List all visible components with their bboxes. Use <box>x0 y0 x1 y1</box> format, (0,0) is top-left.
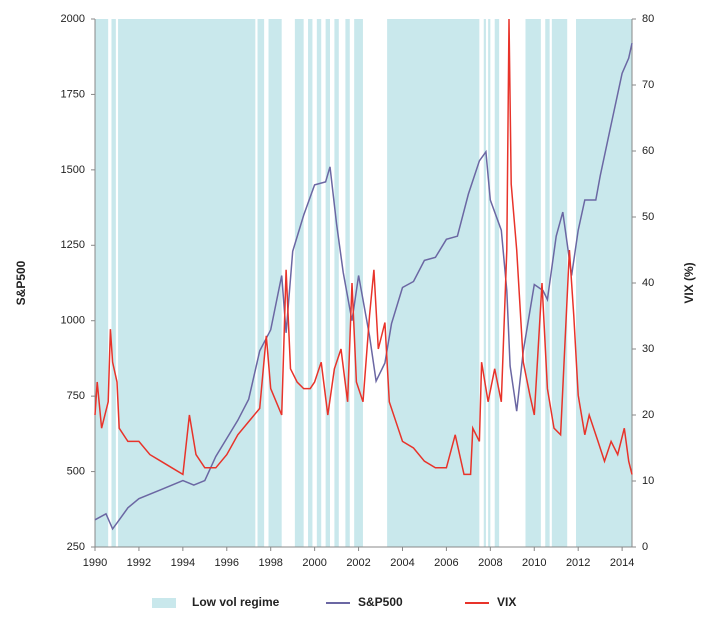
y2-tick-label: 60 <box>642 145 654 157</box>
series-line <box>94 42 633 531</box>
y2-tick-label: 20 <box>642 409 654 421</box>
x-tick-label: 1992 <box>127 557 151 569</box>
x-tick-label: 2000 <box>302 557 326 569</box>
x-tick-label: 1998 <box>258 557 282 569</box>
y-axis-title: S&P500 <box>14 260 28 305</box>
y-tick-label: 1750 <box>61 88 85 100</box>
y2-tick-label: 40 <box>642 277 654 289</box>
low-vol-region <box>118 19 256 547</box>
x-tick-label: 2006 <box>434 557 458 569</box>
x-tick-label: 2008 <box>478 557 502 569</box>
low-vol-region <box>325 19 331 547</box>
low-vol-region <box>575 19 632 547</box>
low-vol-region <box>95 19 109 547</box>
x-tick-label: 2004 <box>390 557 414 569</box>
low-vol-region <box>525 19 541 547</box>
x-tick-label: 2012 <box>566 557 590 569</box>
low-vol-region <box>111 19 116 547</box>
y-tick-label: 250 <box>67 541 85 553</box>
y2-tick-label: 50 <box>642 211 654 223</box>
y2-tick-label: 0 <box>642 541 648 553</box>
y2-tick-label: 30 <box>642 343 654 355</box>
x-tick-label: 2002 <box>346 557 370 569</box>
legend-label: VIX <box>497 595 516 609</box>
y2-tick-label: 70 <box>642 79 654 91</box>
x-tick-label: 1990 <box>83 557 107 569</box>
series-line <box>94 18 633 476</box>
low-vol-region <box>316 19 322 547</box>
y-tick-label: 1250 <box>61 239 85 251</box>
legend-swatch <box>152 598 176 608</box>
low-vol-region <box>545 19 550 547</box>
low-vol-region <box>268 19 282 547</box>
low-vol-region <box>334 19 339 547</box>
y-tick-label: 2000 <box>61 13 85 25</box>
y2-axis-title: VIX (%) <box>682 262 696 303</box>
low-vol-region <box>257 19 265 547</box>
low-vol-region <box>308 19 313 547</box>
x-tick-label: 2014 <box>610 557 634 569</box>
y2-tick-label: 10 <box>642 475 654 487</box>
y-tick-label: 1500 <box>61 164 85 176</box>
y-tick-label: 500 <box>67 465 85 477</box>
low-vol-region <box>488 19 491 547</box>
y2-tick-label: 80 <box>642 13 654 25</box>
y-tick-label: 1000 <box>61 315 85 327</box>
low-vol-region <box>494 19 500 547</box>
x-tick-label: 1996 <box>215 557 239 569</box>
low-vol-region <box>354 19 363 547</box>
x-tick-label: 2010 <box>522 557 546 569</box>
low-vol-region <box>345 19 350 547</box>
low-vol-region <box>551 19 568 547</box>
low-vol-region <box>294 19 304 547</box>
low-vol-region <box>387 19 480 547</box>
y-tick-label: 750 <box>67 390 85 402</box>
legend-label: Low vol regime <box>192 595 280 609</box>
legend-label: S&P500 <box>358 595 403 609</box>
low-vol-region <box>483 19 486 547</box>
x-tick-label: 1994 <box>171 557 195 569</box>
